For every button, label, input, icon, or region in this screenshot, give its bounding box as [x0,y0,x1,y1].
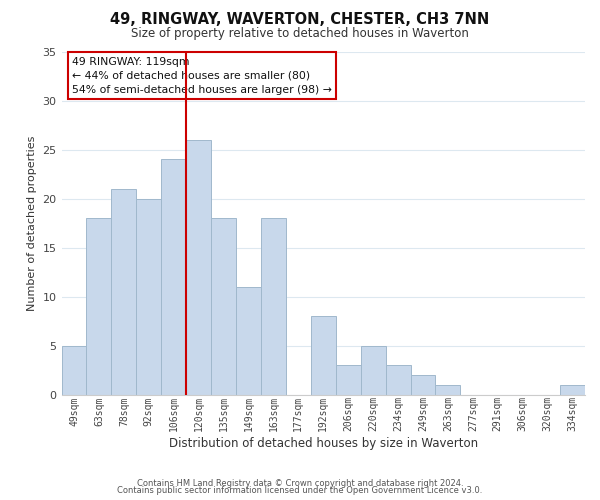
Bar [161,160,186,395]
Text: Contains public sector information licensed under the Open Government Licence v3: Contains public sector information licen… [118,486,482,495]
X-axis label: Distribution of detached houses by size in Waverton: Distribution of detached houses by size … [169,437,478,450]
Bar [436,385,460,395]
Bar [211,218,236,395]
Bar [136,198,161,395]
Bar [311,316,336,395]
Bar [261,218,286,395]
Text: 49 RINGWAY: 119sqm
← 44% of detached houses are smaller (80)
54% of semi-detache: 49 RINGWAY: 119sqm ← 44% of detached hou… [72,56,332,94]
Bar [386,366,410,395]
Text: Size of property relative to detached houses in Waverton: Size of property relative to detached ho… [131,28,469,40]
Text: Contains HM Land Registry data © Crown copyright and database right 2024.: Contains HM Land Registry data © Crown c… [137,478,463,488]
Bar [410,375,436,395]
Bar [86,218,112,395]
Text: 49, RINGWAY, WAVERTON, CHESTER, CH3 7NN: 49, RINGWAY, WAVERTON, CHESTER, CH3 7NN [110,12,490,28]
Bar [361,346,386,395]
Bar [112,189,136,395]
Bar [186,140,211,395]
Bar [560,385,585,395]
Bar [336,366,361,395]
Y-axis label: Number of detached properties: Number of detached properties [27,136,37,311]
Bar [62,346,86,395]
Bar [236,287,261,395]
